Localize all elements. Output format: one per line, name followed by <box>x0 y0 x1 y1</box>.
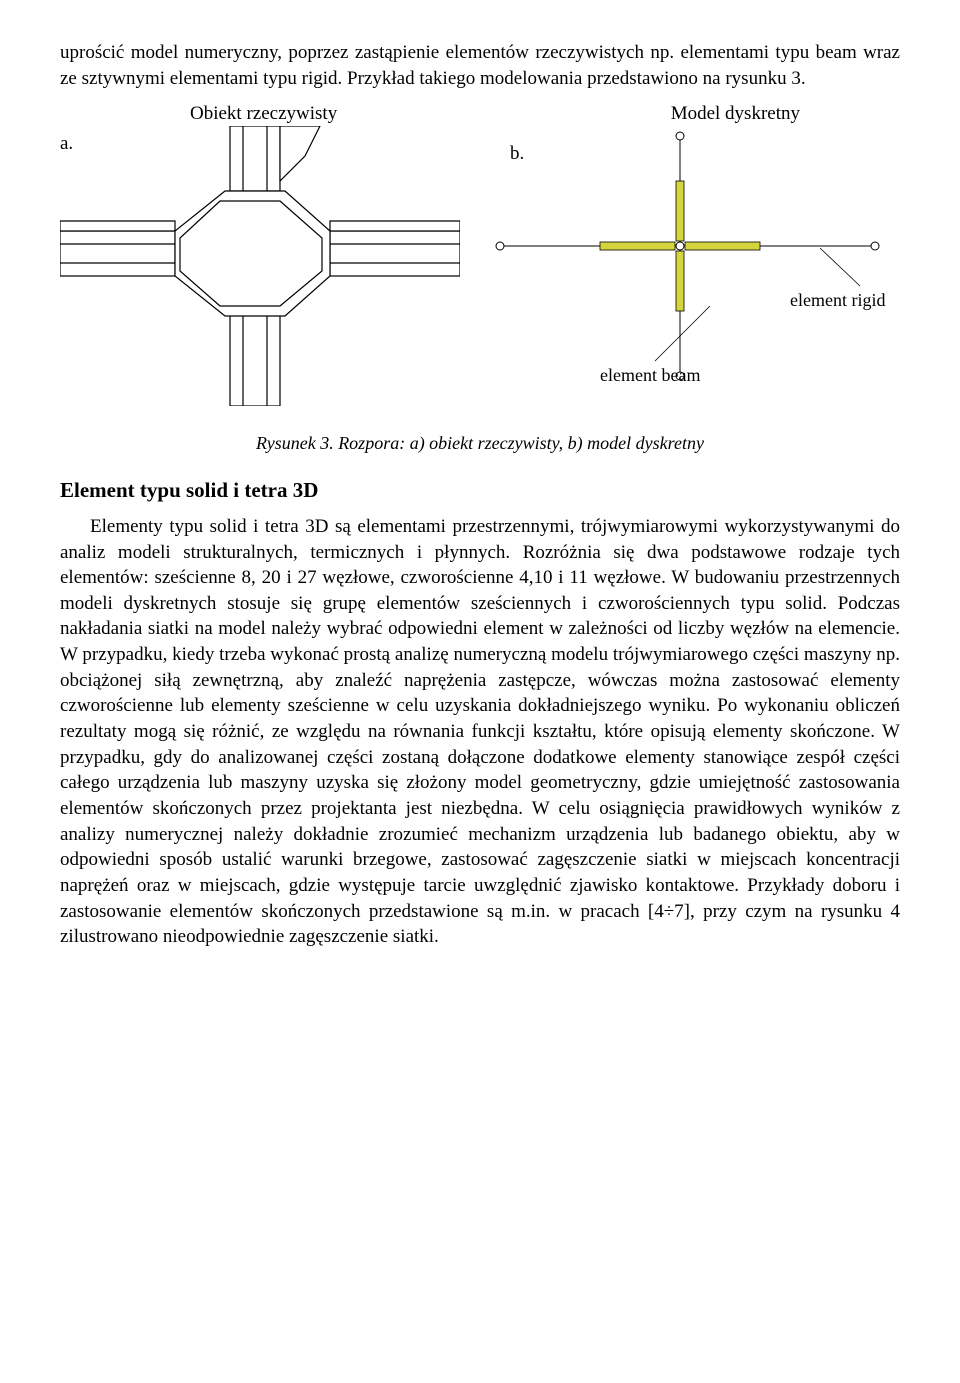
element-rigid-label: element rigid <box>790 290 885 310</box>
figure-caption: Rysunek 3. Rozpora: a) obiekt rzeczywist… <box>60 431 900 455</box>
element-beam-label: element beam <box>600 365 700 385</box>
section-heading: Element typu solid i tetra 3D <box>60 476 900 504</box>
figure-title-right: Model dyskretny <box>671 101 800 127</box>
figure-3: Obiekt rzeczywisty Model dyskretny a. b. <box>60 106 900 406</box>
discrete-model-diagram: element rigid element beam <box>480 126 900 406</box>
intro-paragraph: uprościć model numeryczny, poprzez zastą… <box>60 40 900 91</box>
figure-label-b: b. <box>510 141 524 167</box>
figure-title-left: Obiekt rzeczywisty <box>190 101 337 127</box>
body-paragraph: Elementy typu solid i tetra 3D są elemen… <box>60 514 900 950</box>
real-object-diagram <box>60 126 460 406</box>
figure-label-a: a. <box>60 131 73 157</box>
